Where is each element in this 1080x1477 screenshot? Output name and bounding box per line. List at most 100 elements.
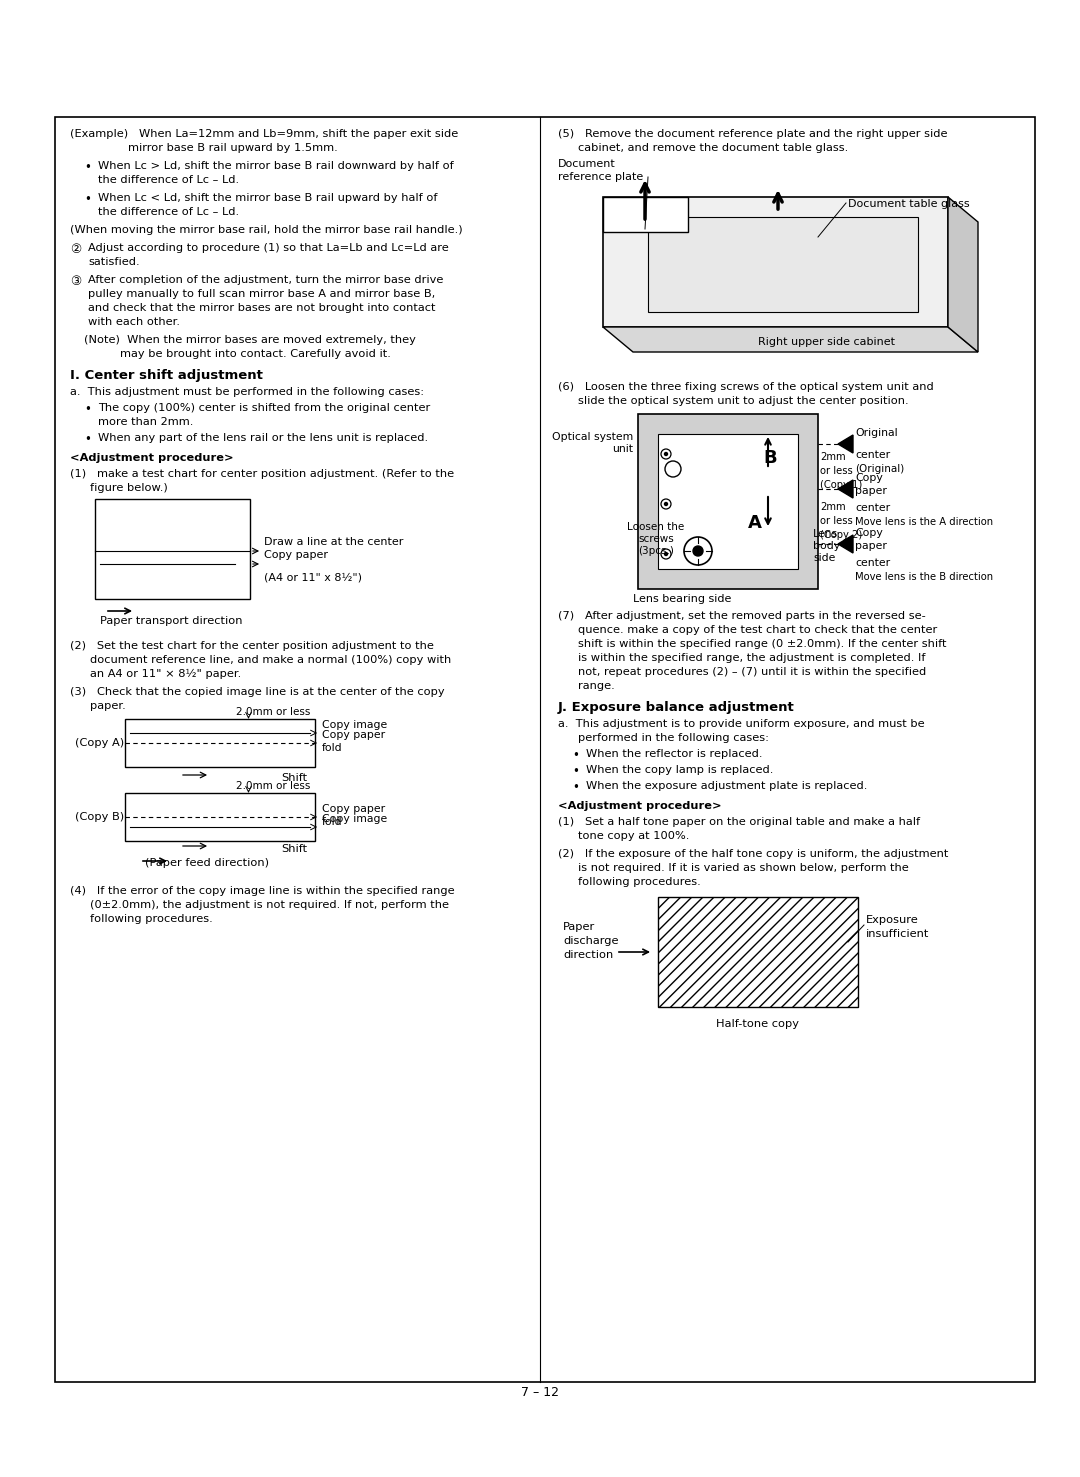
Text: <Adjustment procedure>: <Adjustment procedure> — [70, 453, 233, 462]
Text: Right upper side cabinet: Right upper side cabinet — [758, 337, 895, 347]
Text: is within the specified range, the adjustment is completed. If: is within the specified range, the adjus… — [578, 653, 926, 663]
Text: <Adjustment procedure>: <Adjustment procedure> — [558, 801, 721, 811]
Text: •: • — [84, 161, 91, 174]
Text: may be brought into contact. Carefully avoid it.: may be brought into contact. Carefully a… — [120, 349, 391, 359]
Text: (Example)   When La=12mm and Lb=9mm, shift the paper exit side: (Example) When La=12mm and Lb=9mm, shift… — [70, 128, 458, 139]
Text: Draw a line at the center: Draw a line at the center — [264, 538, 403, 546]
Text: When any part of the lens rail or the lens unit is replaced.: When any part of the lens rail or the le… — [98, 433, 428, 443]
Text: Copy image: Copy image — [322, 814, 388, 824]
Polygon shape — [838, 436, 853, 453]
Text: direction: direction — [563, 950, 613, 960]
Text: Document: Document — [558, 160, 616, 168]
Text: document reference line, and make a normal (100%) copy with: document reference line, and make a norm… — [90, 654, 451, 665]
Polygon shape — [603, 326, 978, 352]
Text: a.  This adjustment must be performed in the following cases:: a. This adjustment must be performed in … — [70, 387, 424, 397]
Polygon shape — [603, 196, 688, 232]
Text: The copy (100%) center is shifted from the original center: The copy (100%) center is shifted from t… — [98, 403, 430, 414]
Text: (Note)  When the mirror bases are moved extremely, they: (Note) When the mirror bases are moved e… — [84, 335, 416, 346]
Text: •: • — [84, 193, 91, 205]
Text: pulley manually to full scan mirror base A and mirror base B,: pulley manually to full scan mirror base… — [87, 289, 435, 298]
Text: and check that the mirror bases are not brought into contact: and check that the mirror bases are not … — [87, 303, 435, 313]
Text: After completion of the adjustment, turn the mirror base drive: After completion of the adjustment, turn… — [87, 275, 444, 285]
Text: ③: ③ — [70, 275, 81, 288]
Text: or less: or less — [820, 515, 853, 526]
Text: discharge: discharge — [563, 936, 619, 945]
Text: Half-tone copy: Half-tone copy — [716, 1019, 799, 1029]
Polygon shape — [838, 535, 853, 552]
Circle shape — [664, 552, 667, 555]
Text: 2mm: 2mm — [820, 502, 846, 511]
Bar — [658, 434, 798, 569]
Text: slide the optical system unit to adjust the center position.: slide the optical system unit to adjust … — [578, 396, 908, 406]
Text: (Copy A): (Copy A) — [75, 738, 124, 747]
Polygon shape — [948, 196, 978, 352]
Bar — [95, 499, 249, 600]
Text: following procedures.: following procedures. — [90, 914, 213, 925]
Text: the difference of Lc – Ld.: the difference of Lc – Ld. — [98, 174, 239, 185]
Text: When Lc < Ld, shift the mirror base B rail upward by half of: When Lc < Ld, shift the mirror base B ra… — [98, 193, 437, 202]
Text: side: side — [813, 552, 835, 563]
Text: range.: range. — [578, 681, 615, 691]
Text: Lens: Lens — [813, 529, 838, 539]
Bar — [125, 793, 315, 840]
Text: (6)   Loosen the three fixing screws of the optical system unit and: (6) Loosen the three fixing screws of th… — [558, 383, 934, 391]
Text: paper: paper — [855, 486, 887, 496]
Bar — [658, 897, 858, 1007]
Text: (A4 or 11" x 8½"): (A4 or 11" x 8½") — [264, 572, 362, 582]
Text: (0±2.0mm), the adjustment is not required. If not, perform the: (0±2.0mm), the adjustment is not require… — [90, 899, 449, 910]
Text: fold: fold — [322, 817, 342, 827]
Text: reference plate: reference plate — [558, 171, 644, 182]
Text: body: body — [813, 541, 840, 551]
Text: Copy paper: Copy paper — [322, 803, 386, 814]
Text: Shift: Shift — [281, 843, 307, 854]
Text: fold: fold — [322, 743, 342, 753]
Text: (1)   make a test chart for center position adjustment. (Refer to the: (1) make a test chart for center positio… — [70, 470, 454, 479]
Polygon shape — [648, 217, 918, 312]
Circle shape — [664, 502, 667, 505]
Text: center: center — [855, 504, 890, 513]
Text: Copy image: Copy image — [322, 719, 388, 730]
Bar — [125, 719, 315, 767]
Bar — [55, 117, 1035, 1382]
Polygon shape — [838, 480, 853, 498]
Text: (Copy 1): (Copy 1) — [820, 480, 862, 490]
Text: unit: unit — [612, 445, 633, 453]
Text: center: center — [855, 450, 890, 459]
Circle shape — [664, 452, 667, 455]
Text: shift is within the specified range (0 ±2.0mm). If the center shift: shift is within the specified range (0 ±… — [578, 640, 946, 648]
Circle shape — [693, 546, 703, 555]
Text: is not required. If it is varied as shown below, perform the: is not required. If it is varied as show… — [578, 863, 908, 873]
Text: an A4 or 11" × 8½" paper.: an A4 or 11" × 8½" paper. — [90, 669, 241, 679]
Text: more than 2mm.: more than 2mm. — [98, 417, 193, 427]
Text: (5)   Remove the document reference plate and the right upper side: (5) Remove the document reference plate … — [558, 128, 947, 139]
Text: (Original): (Original) — [855, 464, 904, 474]
Text: Copy: Copy — [855, 473, 882, 483]
Text: Document table glass: Document table glass — [848, 199, 970, 210]
Text: 2mm: 2mm — [820, 452, 846, 461]
Text: (1)   Set a half tone paper on the original table and make a half: (1) Set a half tone paper on the origina… — [558, 817, 920, 827]
Text: a.  This adjustment is to provide uniform exposure, and must be: a. This adjustment is to provide uniform… — [558, 719, 924, 730]
Text: paper: paper — [855, 541, 887, 551]
Bar — [638, 414, 818, 589]
Text: (Paper feed direction): (Paper feed direction) — [145, 858, 269, 868]
Text: 2.0mm or less: 2.0mm or less — [235, 707, 310, 716]
Text: (2)   Set the test chart for the center position adjustment to the: (2) Set the test chart for the center po… — [70, 641, 434, 651]
Text: Move lens is the A direction: Move lens is the A direction — [855, 517, 994, 527]
Text: •: • — [84, 403, 91, 417]
Text: 2.0mm or less: 2.0mm or less — [235, 781, 310, 792]
Text: •: • — [572, 781, 579, 795]
Text: When Lc > Ld, shift the mirror base B rail downward by half of: When Lc > Ld, shift the mirror base B ra… — [98, 161, 454, 171]
Text: ②: ② — [70, 244, 81, 256]
Text: •: • — [572, 749, 579, 762]
Text: center: center — [855, 558, 890, 569]
Text: J. Exposure balance adjustment: J. Exposure balance adjustment — [558, 702, 795, 713]
Text: performed in the following cases:: performed in the following cases: — [578, 733, 769, 743]
Text: Paper transport direction: Paper transport direction — [100, 616, 243, 626]
Text: Exposure: Exposure — [866, 914, 919, 925]
Text: cabinet, and remove the document table glass.: cabinet, and remove the document table g… — [578, 143, 848, 154]
Text: Paper: Paper — [563, 922, 595, 932]
Text: •: • — [572, 765, 579, 778]
Text: (7)   After adjustment, set the removed parts in the reversed se-: (7) After adjustment, set the removed pa… — [558, 611, 926, 620]
Text: Lens bearing side: Lens bearing side — [633, 594, 731, 604]
Text: Optical system: Optical system — [552, 431, 633, 442]
